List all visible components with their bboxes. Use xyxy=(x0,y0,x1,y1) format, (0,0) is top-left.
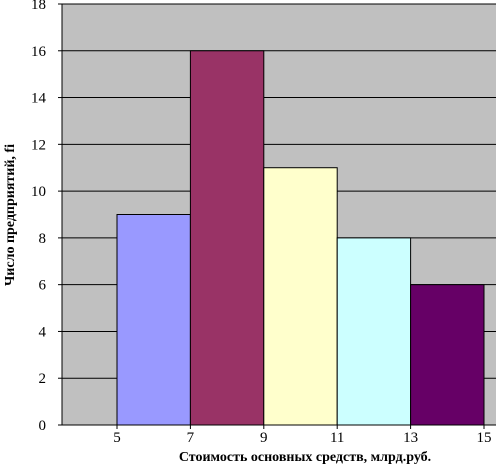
y-tick-label: 0 xyxy=(39,418,47,434)
histogram-bar xyxy=(116,214,191,426)
y-tick-label: 18 xyxy=(31,0,46,13)
x-tick-label: 15 xyxy=(477,430,492,446)
x-tick-label: 9 xyxy=(260,430,268,446)
histogram-bar xyxy=(336,237,412,426)
y-tick-label: 10 xyxy=(31,184,46,200)
histogram-bar xyxy=(189,50,265,426)
y-tick-label: 6 xyxy=(39,278,47,294)
y-axis-title: Число предприятий, fi xyxy=(3,144,18,286)
x-tick-label: 7 xyxy=(187,430,195,446)
x-tick-labels: 5 7 9 11 13 15 xyxy=(113,425,492,446)
x-tick-label: 11 xyxy=(330,430,344,446)
y-tick-label: 14 xyxy=(31,91,47,107)
y-tick-label: 12 xyxy=(31,137,46,153)
histogram-bar xyxy=(410,284,485,426)
histogram-bar xyxy=(263,167,338,426)
y-tick-label: 16 xyxy=(31,44,47,60)
y-tick-label: 8 xyxy=(39,231,47,247)
y-tick-label: 2 xyxy=(39,371,47,387)
x-tick-label: 5 xyxy=(113,430,121,446)
x-tick-label: 13 xyxy=(403,430,418,446)
x-axis-title: Стоимость основных средств, млрд.руб. xyxy=(179,450,431,465)
y-tick-label: 4 xyxy=(39,324,47,340)
bars xyxy=(116,50,485,426)
y-tick-labels: 0 2 4 6 8 10 12 14 16 18 xyxy=(31,0,62,434)
